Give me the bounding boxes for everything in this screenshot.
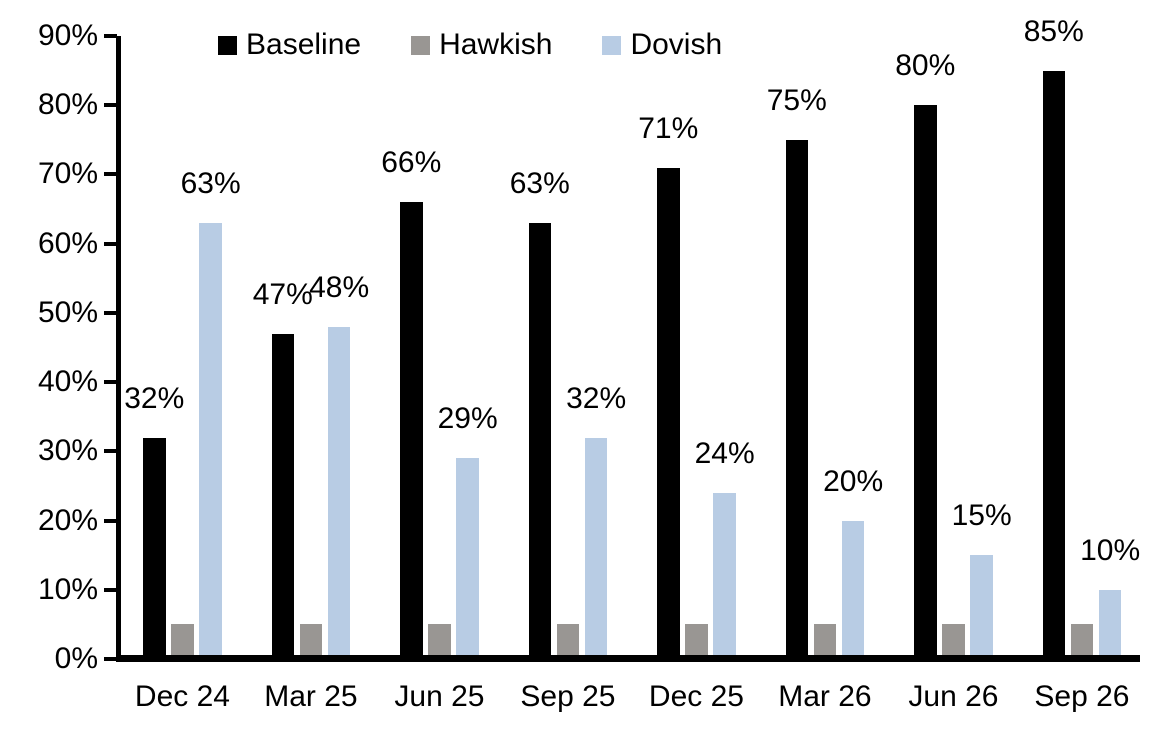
data-label-baseline: 32% — [124, 381, 185, 415]
x-axis-label-jun-26: Jun 26 — [908, 680, 999, 713]
legend-label: Hawkish — [439, 28, 553, 61]
bar-dovish-dec-24 — [199, 222, 222, 659]
data-label-baseline: 47% — [252, 277, 313, 311]
y-axis-tick — [104, 241, 117, 246]
y-axis-tick-label: 80% — [37, 88, 98, 122]
x-axis-label-jun-25: Jun 25 — [394, 680, 485, 713]
y-axis-tick — [104, 449, 117, 454]
y-axis-tick-label: 20% — [37, 503, 98, 537]
plot-area: 32% 63% 47% 48% 66% 29% 63% 32% 71% 24% 75% 20% 80% 1… — [116, 15, 1145, 659]
bar-baseline-dec-25 — [657, 167, 680, 659]
data-label-dovish: 29% — [437, 402, 498, 436]
x-axis-label-sep-25: Sep 25 — [520, 680, 616, 713]
legend-label: Dovish — [630, 28, 723, 61]
data-label-baseline: 85% — [1023, 14, 1084, 48]
y-axis-tick — [104, 172, 117, 177]
bar-baseline-dec-24 — [143, 437, 166, 659]
y-axis-tick — [104, 310, 117, 315]
bar-baseline-sep-25 — [528, 222, 551, 659]
data-label-dovish: 20% — [823, 464, 884, 498]
data-label-dovish: 10% — [1080, 533, 1141, 567]
x-axis-label-mar-25: Mar 25 — [264, 680, 358, 713]
data-label-baseline: 71% — [638, 111, 699, 145]
bar-hawkish-mar-26 — [813, 624, 837, 659]
data-label-dovish: 48% — [309, 270, 370, 304]
x-axis-label-mar-26: Mar 26 — [778, 680, 872, 713]
chart-legend: Baseline Hawkish Dovish — [218, 28, 722, 62]
y-axis-tick-label: 70% — [37, 157, 98, 191]
bar-baseline-mar-26 — [785, 139, 808, 659]
bar-baseline-mar-25 — [271, 333, 294, 659]
bar-hawkish-dec-25 — [685, 624, 708, 659]
bar-dovish-mar-26 — [841, 520, 865, 659]
x-axis-label-dec-24: Dec 24 — [134, 680, 230, 713]
y-axis-tick-label: 10% — [37, 572, 98, 606]
bar-hawkish-jun-25 — [428, 624, 451, 659]
data-label-baseline: 66% — [381, 146, 442, 180]
y-axis-tick — [104, 34, 117, 38]
bar-baseline-jun-25 — [400, 202, 423, 659]
x-axis-line — [116, 655, 1140, 662]
y-axis-tick — [104, 518, 117, 523]
y-axis-tick-label: 30% — [37, 434, 98, 468]
y-axis-tick — [104, 587, 117, 592]
legend-swatch-icon — [602, 35, 622, 55]
bar-dovish-mar-25 — [327, 326, 351, 659]
x-axis-label-sep-26: Sep 26 — [1034, 680, 1130, 713]
bar-hawkish-sep-26 — [1070, 624, 1094, 659]
y-axis-tick-label: 0% — [54, 642, 98, 675]
data-label-baseline: 63% — [509, 166, 570, 200]
data-label-dovish: 15% — [951, 499, 1012, 533]
y-axis-tick — [104, 657, 117, 661]
bar-baseline-jun-26 — [914, 105, 937, 659]
data-label-baseline: 75% — [766, 83, 827, 117]
data-label-dovish: 63% — [180, 166, 241, 200]
legend-swatch-icon — [218, 35, 237, 55]
y-axis-tick-label: 60% — [37, 226, 98, 260]
legend-label: Baseline — [246, 28, 362, 61]
bar-hawkish-jun-26 — [942, 624, 965, 659]
legend-swatch-icon — [411, 35, 431, 55]
bar-dovish-jun-25 — [456, 458, 479, 659]
data-label-dovish: 24% — [694, 436, 755, 470]
y-axis-tick-label: 40% — [37, 365, 98, 399]
data-label-dovish: 32% — [566, 381, 627, 415]
data-label-baseline: 80% — [895, 49, 956, 83]
legend-item-hawkish: Hawkish — [411, 28, 552, 62]
bar-hawkish-sep-25 — [556, 624, 580, 659]
x-axis-label-dec-25: Dec 25 — [648, 680, 744, 713]
bar-dovish-sep-26 — [1098, 589, 1122, 659]
legend-item-dovish: Dovish — [602, 28, 722, 62]
bar-baseline-sep-26 — [1042, 70, 1065, 659]
y-axis-tick — [104, 380, 117, 385]
bar-dovish-dec-25 — [713, 492, 736, 659]
y-axis-tick — [104, 103, 117, 108]
bar-hawkish-mar-25 — [299, 624, 323, 659]
legend-item-baseline: Baseline — [218, 28, 361, 62]
bar-hawkish-dec-24 — [171, 624, 194, 659]
y-axis-tick-label: 50% — [37, 295, 98, 329]
bar-dovish-sep-25 — [584, 437, 608, 659]
y-axis-tick-label: 90% — [37, 19, 98, 52]
bar-dovish-jun-26 — [970, 555, 993, 659]
